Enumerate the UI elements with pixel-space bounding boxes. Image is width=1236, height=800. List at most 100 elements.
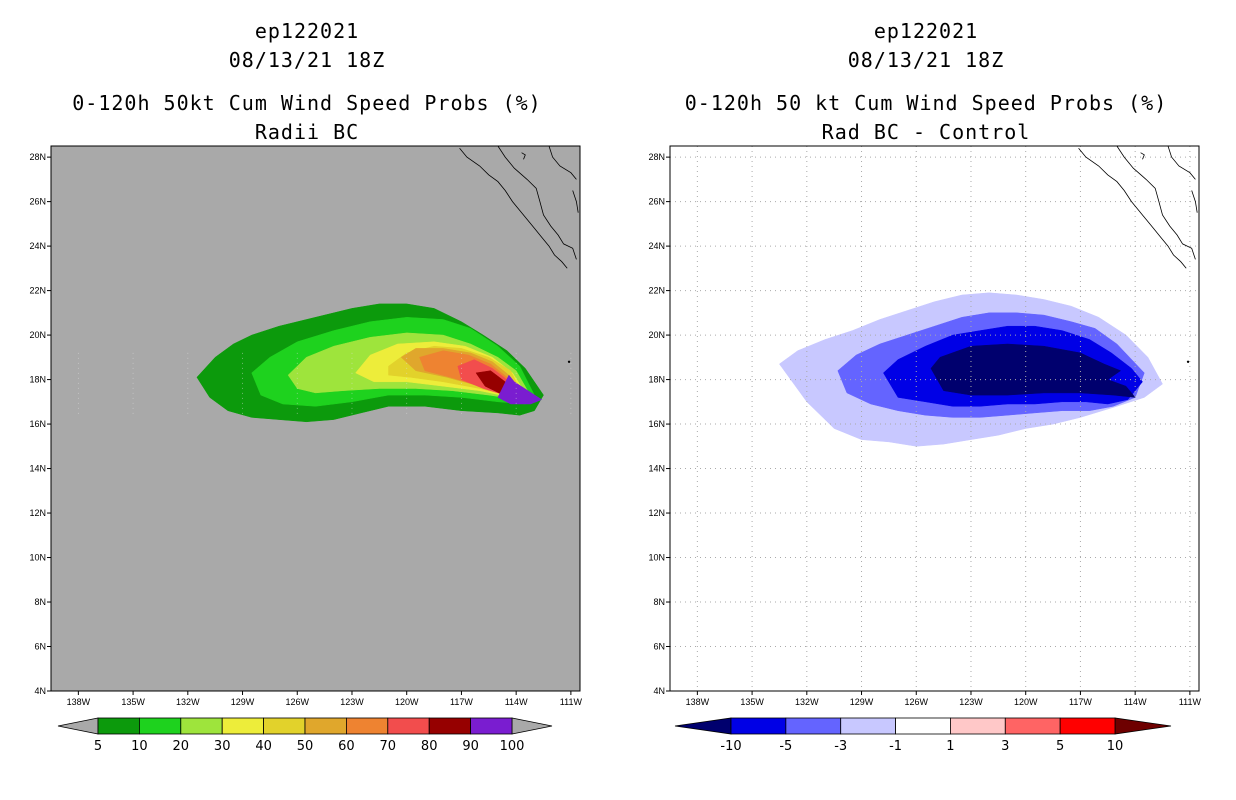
colorbar-label: 3 <box>1001 739 1009 754</box>
y-tick-label: 18N <box>648 375 665 385</box>
colorbar-label: 20 <box>173 739 190 754</box>
right-colorbar: -10 -5 -3 -1 1 3 5 10 <box>674 717 1172 754</box>
colorbar-label: 10 <box>1107 739 1124 754</box>
y-tick-label: 10N <box>648 553 665 563</box>
y-tick-label: 12N <box>648 508 665 518</box>
left-storm-id: ep122021 <box>255 19 359 43</box>
colorbar-label: 30 <box>214 739 231 754</box>
island-marker <box>1186 360 1190 363</box>
colorbar-swatch <box>263 717 306 735</box>
colorbar-low-arrow <box>57 717 99 735</box>
x-tick-label: 114W <box>1124 697 1147 707</box>
y-tick-label: 10N <box>29 553 46 563</box>
colorbar-swatch <box>345 717 389 735</box>
x-tick-label: 123W <box>340 697 364 707</box>
coastline <box>1078 146 1198 363</box>
colorbar-swatch <box>387 717 430 735</box>
right-subtitle: Rad BC - Control <box>822 120 1031 144</box>
colorbar-high-arrow <box>511 717 553 735</box>
colorbar-swatch <box>138 717 182 735</box>
colorbar-swatch <box>1004 717 1061 735</box>
left-map-panel: 5102030405060708090138W 135W 132W 129W 126W 1… <box>29 145 583 707</box>
x-tick-label: 117W <box>450 697 473 707</box>
x-tick-label: 129W <box>231 697 255 707</box>
x-tick-label: 135W <box>740 697 764 707</box>
x-tick-label: 135W <box>121 697 145 707</box>
colorbar-low-arrow <box>674 717 732 735</box>
y-tick-label: 26N <box>29 197 46 207</box>
colorbar-label: 100 <box>500 739 525 754</box>
colorbar-swatch <box>304 717 347 735</box>
y-tick-label: 8N <box>34 597 46 607</box>
y-tick-label: 26N <box>648 197 665 207</box>
colorbar-label: 50 <box>297 739 314 754</box>
x-tick-label: 114W <box>505 697 528 707</box>
map-frame <box>50 145 581 692</box>
x-tick-label: 120W <box>1014 697 1038 707</box>
colorbar-swatch <box>428 717 472 735</box>
colorbar-label: 60 <box>338 739 355 754</box>
y-tick-label: 24N <box>29 241 46 251</box>
x-tick-label: 138W <box>686 697 710 707</box>
colorbar-label: 80 <box>421 739 438 754</box>
y-tick-label: 22N <box>648 286 665 296</box>
colorbar-label: 10 <box>131 739 148 754</box>
y-tick-label: 6N <box>653 642 665 652</box>
right-titles: ep122021 08/13/21 18Z 0-120h 50 kt Cum W… <box>685 19 1168 144</box>
left-titles: ep122021 08/13/21 18Z 0-120h 50kt Cum Wi… <box>72 19 541 144</box>
x-tick-label: 120W <box>395 697 419 707</box>
y-tick-label: 4N <box>34 686 46 696</box>
colorbar-swatch <box>785 717 842 735</box>
colorbar-label: 90 <box>462 739 479 754</box>
x-tick-label: 138W <box>67 697 91 707</box>
colorbar-label: -1 <box>889 739 902 754</box>
y-tick-label: 8N <box>653 597 665 607</box>
left-title: 0-120h 50kt Cum Wind Speed Probs (%) <box>72 91 541 115</box>
colorbar-label: 5 <box>1056 739 1064 754</box>
left-subtitle: Radii BC <box>255 120 359 144</box>
colorbar-label: 70 <box>380 739 397 754</box>
colorbar-label: -5 <box>779 739 792 754</box>
x-tick-label: 132W <box>795 697 819 707</box>
colorbar-swatch <box>180 717 223 735</box>
colorbar-swatch <box>1059 717 1116 735</box>
y-tick-label: 28N <box>648 152 665 162</box>
colorbar-label: -3 <box>834 739 847 754</box>
colorbar-label: 1 <box>946 739 954 754</box>
grid-lines <box>77 352 572 418</box>
map-frame <box>669 145 1200 692</box>
x-tick-label: 126W <box>905 697 929 707</box>
y-tick-label: 12N <box>29 508 46 518</box>
right-date: 08/13/21 18Z <box>848 48 1005 72</box>
contour-level-neg10: -10 <box>930 343 1136 398</box>
y-tick-label: 4N <box>653 686 665 696</box>
colorbar-swatch <box>221 717 264 735</box>
x-tick-label: 111W <box>560 697 583 707</box>
colorbar-label: 40 <box>255 739 272 754</box>
y-tick-label: 14N <box>648 464 665 474</box>
coastline <box>459 146 579 363</box>
y-tick-label: 24N <box>648 241 665 251</box>
y-tick-label: 22N <box>29 286 46 296</box>
contour-level-90: 90 <box>497 374 542 405</box>
colorbar-label: -10 <box>720 739 741 754</box>
colorbar-swatch <box>97 717 140 735</box>
left-date: 08/13/21 18Z <box>229 48 386 72</box>
y-tick-label: 20N <box>29 330 46 340</box>
x-tick-label: 132W <box>176 697 200 707</box>
y-tick-label: 16N <box>648 419 665 429</box>
x-tick-label: 117W <box>1069 697 1092 707</box>
right-map-panel: -1-3-5-10138W 135W 132W 129W 126W 123W 120W 117… <box>648 145 1201 707</box>
colorbar-swatch <box>730 717 787 735</box>
colorbar-high-arrow <box>1114 717 1172 735</box>
colorbar-swatch <box>470 717 513 735</box>
y-tick-label: 14N <box>29 464 46 474</box>
right-storm-id: ep122021 <box>874 19 978 43</box>
right-title: 0-120h 50 kt Cum Wind Speed Probs (%) <box>685 91 1168 115</box>
colorbar-swatch <box>840 717 896 735</box>
left-colorbar: 5 10 20 30 40 50 60 70 80 90 100 <box>57 717 553 754</box>
grid-lines <box>670 146 1199 691</box>
island-marker <box>567 360 571 363</box>
colorbar-swatch <box>895 717 951 735</box>
